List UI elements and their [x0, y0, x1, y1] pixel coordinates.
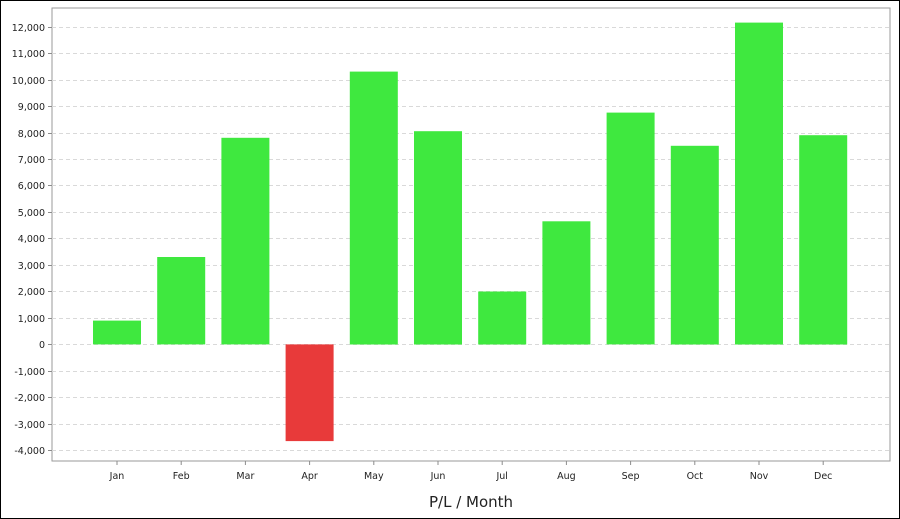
x-tick-label: Jul — [495, 471, 507, 482]
y-tick-label: -3,000 — [14, 420, 45, 431]
x-tick-label: Oct — [687, 471, 704, 482]
y-tick-label: -4,000 — [14, 446, 45, 457]
x-tick-label: Dec — [814, 471, 832, 482]
y-tick-label: 0 — [39, 340, 45, 351]
bar-sep — [606, 112, 655, 345]
y-tick-label: 5,000 — [18, 208, 45, 219]
bar-apr — [285, 344, 334, 442]
bar-jun — [414, 131, 462, 345]
x-tick-label: Feb — [173, 471, 190, 482]
y-tick-label: 7,000 — [18, 155, 45, 166]
y-tick-label: 3,000 — [18, 261, 45, 272]
bar-aug — [542, 221, 591, 345]
y-tick-label: 9,000 — [18, 102, 45, 113]
bar-nov — [735, 22, 783, 345]
x-tick-label: Sep — [622, 471, 640, 482]
bar-feb — [157, 257, 206, 345]
x-tick-label: Nov — [750, 471, 769, 482]
x-tick-label: May — [364, 471, 384, 482]
y-tick-label: 11,000 — [12, 49, 45, 60]
bar-oct — [670, 145, 719, 345]
y-tick-label: -2,000 — [14, 393, 45, 404]
bar-may — [349, 71, 398, 345]
y-tick-label: 10,000 — [12, 76, 45, 87]
x-axis-ticks: Jan Feb Mar Apr May Jun Jul Aug Sep Oct Nov Dec — [109, 461, 832, 482]
x-tick-label: Mar — [236, 471, 254, 482]
bar-jul — [478, 291, 527, 345]
bars — [93, 22, 848, 442]
x-tick-label: Aug — [557, 471, 576, 482]
x-tick-label: Jun — [430, 471, 446, 482]
x-tick-label: Apr — [301, 471, 318, 482]
bar-jan — [93, 320, 141, 345]
y-tick-label: 12,000 — [12, 23, 45, 34]
bar-mar — [221, 137, 270, 345]
y-tick-label: 6,000 — [18, 181, 45, 192]
bar-dec — [799, 135, 848, 345]
y-tick-label: 8,000 — [18, 129, 45, 140]
y-axis-ticks: -4,000 -3,000 -2,000 -1,000 0 1,000 2,000 3,000… — [12, 23, 52, 457]
x-axis-title: P/L / Month — [429, 493, 513, 511]
y-tick-label: 2,000 — [18, 287, 45, 298]
y-tick-label: 1,000 — [18, 314, 45, 325]
y-tick-label: 4,000 — [18, 234, 45, 245]
x-tick-label: Jan — [109, 471, 125, 482]
y-tick-label: -1,000 — [14, 367, 45, 378]
